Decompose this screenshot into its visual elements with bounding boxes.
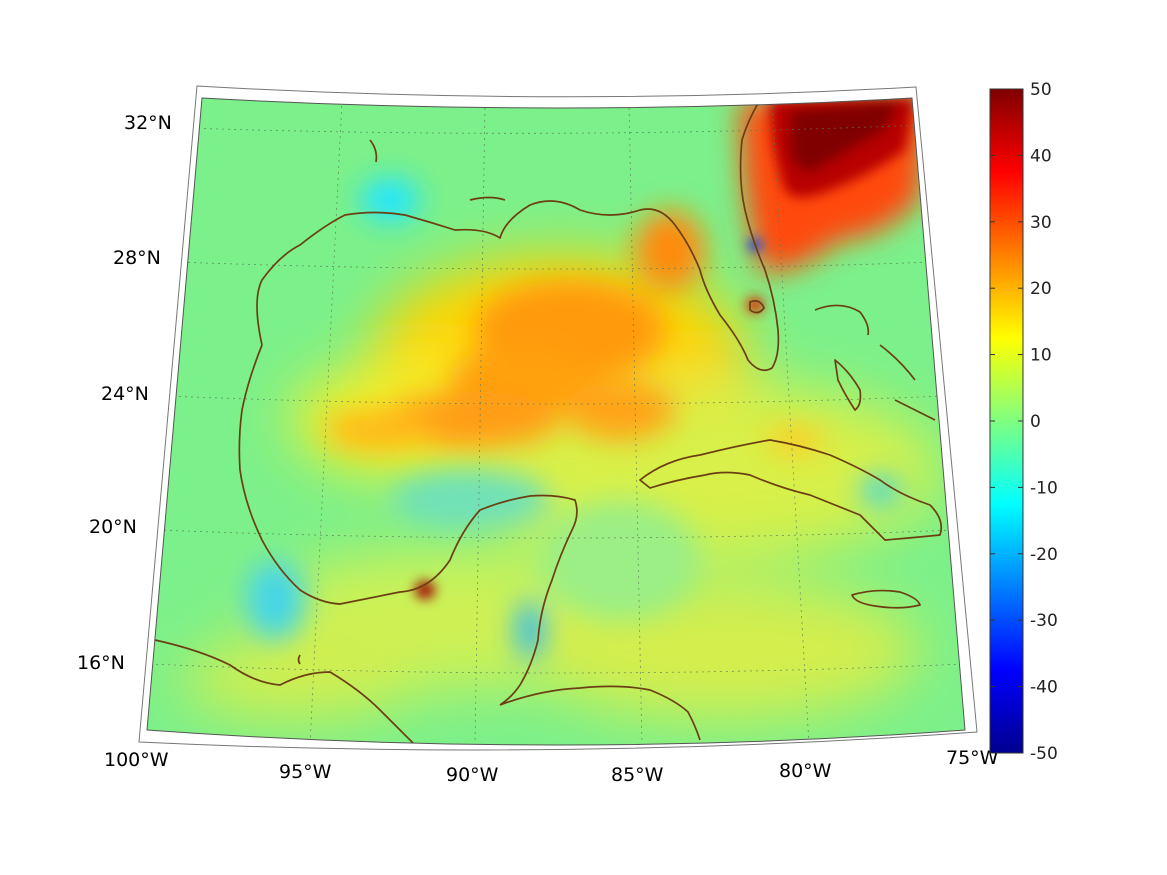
longitude-labels: 100°W 95°W 90°W 85°W 80°W 75°W [104, 747, 999, 786]
lon-label-95: 95°W [279, 761, 332, 783]
lon-label-85: 85°W [611, 764, 664, 786]
lat-label-16: 16°N [77, 652, 125, 674]
lat-label-20: 20°N [89, 516, 137, 538]
colorbar-tick-label: 10 [1030, 346, 1052, 366]
map-frame [138, 85, 978, 751]
colorbar-tick-label: 50 [1030, 80, 1052, 100]
colorbar-tick-label: -10 [1030, 478, 1058, 498]
colorbar-tick-label: 20 [1030, 279, 1052, 299]
colorbar-tick-label: 0 [1030, 412, 1041, 432]
lon-label-90: 90°W [446, 764, 499, 786]
colorbar-gradient [989, 88, 1024, 754]
anomaly-field [147, 98, 965, 745]
lat-label-24: 24°N [101, 383, 149, 405]
colorbar-tick-label: -50 [1030, 744, 1058, 764]
lat-label-32: 32°N [124, 112, 172, 134]
lon-label-80: 80°W [779, 760, 832, 782]
latitude-labels: 32°N 28°N 24°N 20°N 16°N [77, 112, 172, 674]
lon-label-75: 75°W [946, 747, 999, 769]
colorbar-tick-label: 40 [1030, 146, 1052, 166]
colorbar-tick-label: 30 [1030, 213, 1052, 233]
lat-label-28: 28°N [113, 247, 161, 269]
lon-label-100: 100°W [104, 749, 169, 771]
colorbar-ticks: 50 40 30 20 10 0 -10 -20 -30 -40 -50 [990, 80, 1058, 764]
colorbar: 50 40 30 20 10 0 -10 -20 -30 -40 -50 [989, 80, 1058, 764]
graticule [149, 99, 964, 745]
coastlines [154, 99, 943, 745]
colorbar-tick-label: -20 [1030, 545, 1058, 565]
colorbar-tick-label: -40 [1030, 678, 1058, 698]
colorbar-tick-label: -30 [1030, 611, 1058, 631]
